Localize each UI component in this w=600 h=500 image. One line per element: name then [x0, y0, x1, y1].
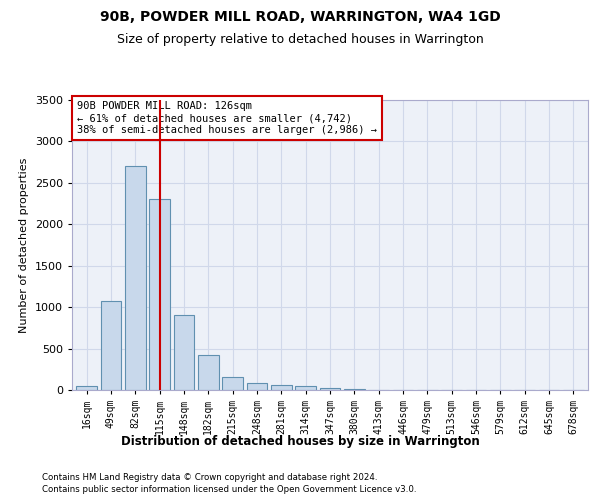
Bar — [149, 200, 170, 390]
Bar — [173, 316, 194, 390]
Bar — [76, 386, 97, 390]
Text: 90B, POWDER MILL ROAD, WARRINGTON, WA4 1GD: 90B, POWDER MILL ROAD, WARRINGTON, WA4 1… — [100, 10, 500, 24]
Bar — [125, 166, 146, 390]
Bar — [198, 355, 218, 390]
Bar — [320, 388, 340, 390]
Bar — [101, 300, 121, 390]
Text: 90B POWDER MILL ROAD: 126sqm
← 61% of detached houses are smaller (4,742)
38% of: 90B POWDER MILL ROAD: 126sqm ← 61% of de… — [77, 102, 377, 134]
Text: Contains HM Land Registry data © Crown copyright and database right 2024.: Contains HM Land Registry data © Crown c… — [42, 472, 377, 482]
Bar — [344, 389, 365, 390]
Bar — [271, 385, 292, 390]
Text: Contains public sector information licensed under the Open Government Licence v3: Contains public sector information licen… — [42, 485, 416, 494]
Text: Size of property relative to detached houses in Warrington: Size of property relative to detached ho… — [116, 32, 484, 46]
Y-axis label: Number of detached properties: Number of detached properties — [19, 158, 29, 332]
Bar — [222, 376, 243, 390]
Bar — [247, 382, 268, 390]
Text: Distribution of detached houses by size in Warrington: Distribution of detached houses by size … — [121, 435, 479, 448]
Bar — [295, 386, 316, 390]
